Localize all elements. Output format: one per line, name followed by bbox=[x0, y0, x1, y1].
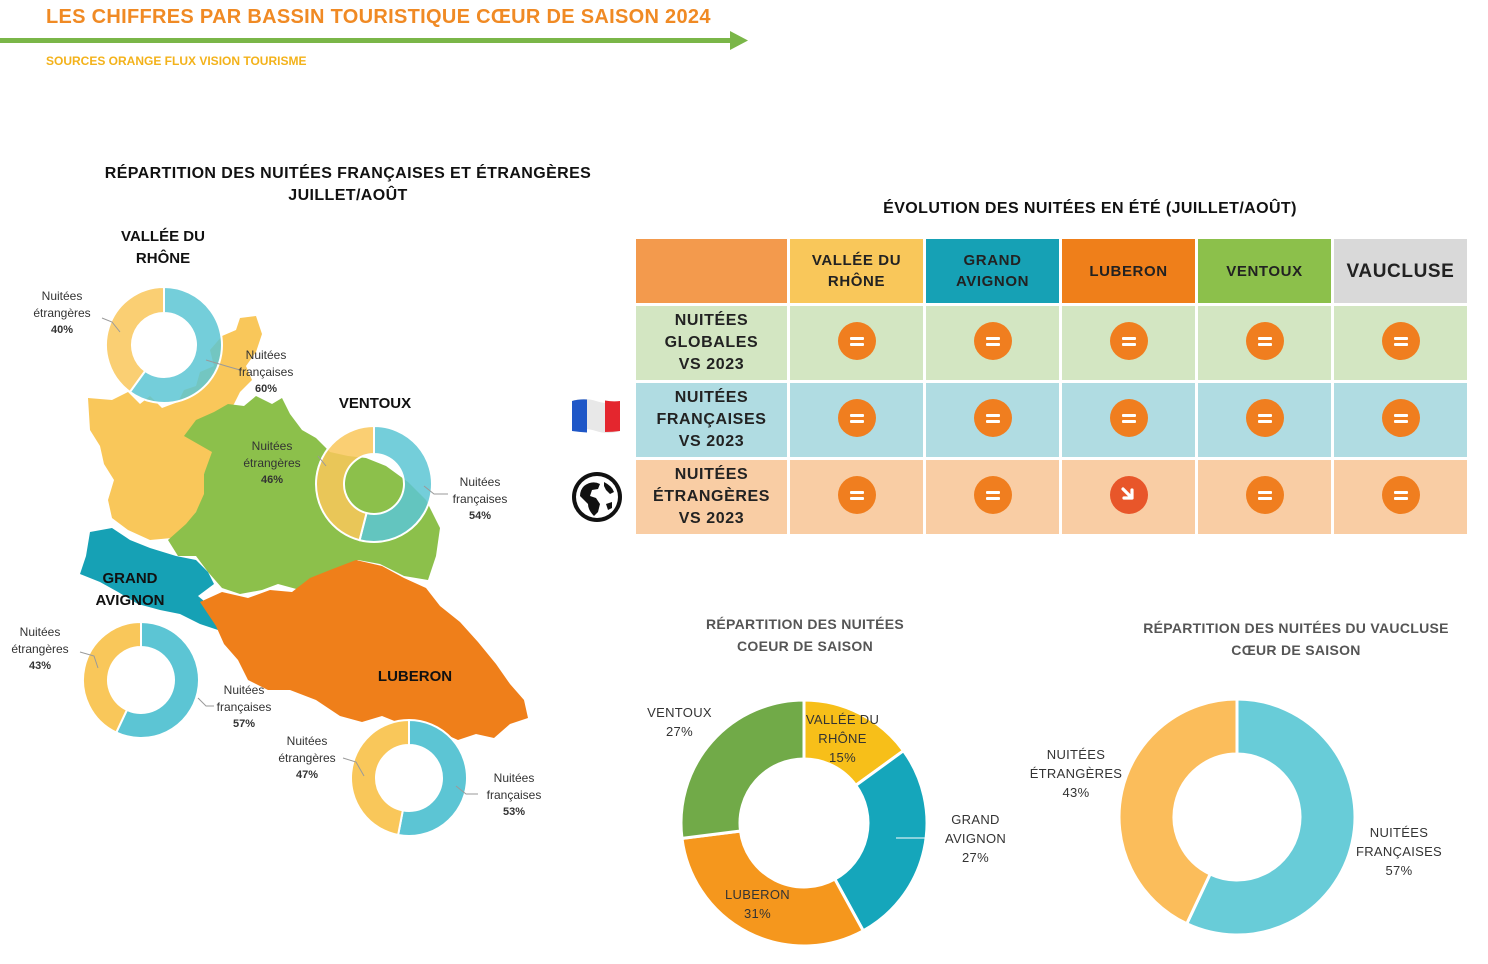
donut-slice-nuit-es-trang-res bbox=[350, 718, 410, 837]
cell-globales-avignon bbox=[926, 306, 1059, 380]
equal-icon[interactable] bbox=[837, 398, 876, 437]
map-title-line2: JUILLET/AOÛT bbox=[288, 187, 408, 204]
map-region-luberon[interactable] bbox=[200, 560, 528, 740]
evolution-table: VALLÉE DU RHÔNE GRAND AVIGNON LUBERON VENT… bbox=[633, 236, 1470, 537]
equal-icon[interactable] bbox=[1245, 398, 1284, 437]
donut-slice-luberon bbox=[680, 829, 866, 948]
equal-icon[interactable] bbox=[1245, 475, 1284, 514]
cell-francaises-ventoux bbox=[1198, 383, 1331, 457]
saison-label-luberon: LUBERON 31% bbox=[725, 887, 790, 921]
donut-slice-nuit-es-trang-res bbox=[105, 285, 165, 394]
vaucluse-label-francaises: NUITÉES FRANÇAISES 57% bbox=[1355, 825, 1443, 878]
saison-donut-chart bbox=[679, 698, 929, 948]
map-region-grand-avignon[interactable] bbox=[80, 528, 260, 632]
equal-icon[interactable] bbox=[1381, 321, 1420, 360]
title-underline-arrow bbox=[0, 31, 748, 50]
equal-icon[interactable] bbox=[973, 475, 1012, 514]
equal-icon[interactable] bbox=[1109, 398, 1148, 437]
region-name-grand-avignon: GRAND AVIGNON bbox=[95, 570, 165, 609]
vaucluse-chart-title: RÉPARTITION DES NUITÉES DU VAUCLUSE CŒUR … bbox=[1143, 620, 1449, 658]
cell-globales-vaucluse bbox=[1334, 306, 1467, 380]
vallee-etrangeres-label: Nuitées étrangères 40% bbox=[33, 289, 91, 336]
cell-globales-vallee bbox=[790, 306, 923, 380]
donut-slice-grand-avignon bbox=[832, 748, 929, 933]
saison-label-avignon: GRAND AVIGNON 27% bbox=[944, 812, 1007, 865]
cell-etrangeres-luberon bbox=[1062, 460, 1195, 534]
equal-icon[interactable] bbox=[973, 398, 1012, 437]
equal-icon[interactable] bbox=[1109, 321, 1148, 360]
donut-slice-ventoux bbox=[679, 698, 806, 841]
column-header-avignon: GRAND AVIGNON bbox=[926, 239, 1059, 303]
cell-etrangeres-avignon bbox=[926, 460, 1059, 534]
equal-icon[interactable] bbox=[1381, 398, 1420, 437]
donut-slice-nuit-es-fran-aises bbox=[114, 620, 200, 739]
cell-francaises-avignon bbox=[926, 383, 1059, 457]
luberon-francaises-label: Nuitées françaises 53% bbox=[486, 771, 542, 818]
vaucluse-label-etrangeres: NUITÉES ÉTRANGÈRES 43% bbox=[1029, 747, 1123, 800]
cell-francaises-vallee bbox=[790, 383, 923, 457]
avignon-francaises-label: Nuitées françaises 57% bbox=[216, 683, 272, 730]
equal-icon[interactable] bbox=[1245, 321, 1284, 360]
leader-lines bbox=[79, 317, 478, 795]
donut-slice-nuit-es-trang-res bbox=[1117, 697, 1239, 926]
column-header-vallee: VALLÉE DU RHÔNE bbox=[790, 239, 923, 303]
equal-icon[interactable] bbox=[973, 321, 1012, 360]
french-flag-icon bbox=[572, 399, 620, 433]
saison-label-vallee: VALLÉE DU RHÔNE 15% bbox=[805, 712, 880, 765]
donut-chart-vallee-du-rhone bbox=[105, 285, 223, 404]
region-name-luberon: LUBERON bbox=[377, 668, 453, 685]
column-header-luberon: LUBERON bbox=[1062, 239, 1195, 303]
row-header-etrangeres: NUITÉES ÉTRANGÈRES VS 2023 bbox=[636, 460, 787, 534]
cell-etrangeres-vallee bbox=[790, 460, 923, 534]
region-name-vallee: VALLÉE DU RHÔNE bbox=[121, 228, 205, 267]
donut-slice-nuit-es-fran-aises bbox=[128, 285, 223, 404]
cell-globales-luberon bbox=[1062, 306, 1195, 380]
region-name-ventoux: VENTOUX bbox=[338, 395, 412, 412]
cell-etrangeres-vaucluse bbox=[1334, 460, 1467, 534]
map-region-ventoux[interactable] bbox=[168, 396, 440, 594]
vallee-francaises-label: Nuitées françaises 60% bbox=[238, 348, 294, 395]
donut-chart-ventoux bbox=[315, 424, 433, 543]
donut-slice-nuit-es-trang-res bbox=[82, 620, 142, 734]
row-header-francaises: NUITÉES FRANÇAISES VS 2023 bbox=[636, 383, 787, 457]
table-corner-cell bbox=[636, 239, 787, 303]
donut-slice-nuit-es-fran-aises bbox=[1184, 697, 1357, 937]
vaucluse-donut-chart bbox=[1117, 697, 1357, 937]
row-header-globales: NUITÉES GLOBALES VS 2023 bbox=[636, 306, 787, 380]
map-region-vallee-du-rhone[interactable] bbox=[88, 316, 262, 540]
donut-slice-nuit-es-fran-aises bbox=[396, 718, 468, 837]
cell-globales-ventoux bbox=[1198, 306, 1331, 380]
ventoux-francaises-label: Nuitées françaises 54% bbox=[452, 475, 508, 522]
globe-icon bbox=[572, 472, 622, 522]
column-header-ventoux: VENTOUX bbox=[1198, 239, 1331, 303]
avignon-etrangeres-label: Nuitées étrangères 43% bbox=[11, 625, 69, 672]
luberon-etrangeres-label: Nuitées étrangères 47% bbox=[278, 734, 336, 781]
cell-francaises-luberon bbox=[1062, 383, 1195, 457]
donut-chart-luberon bbox=[350, 718, 468, 837]
vaucluse-map bbox=[79, 285, 528, 837]
donut-slice-nuit-es-trang-res bbox=[315, 424, 375, 542]
donut-slice-nuit-es-fran-aises bbox=[358, 424, 433, 543]
donut-chart-grand-avignon bbox=[82, 620, 200, 739]
cell-francaises-vaucluse bbox=[1334, 383, 1467, 457]
equal-icon[interactable] bbox=[1381, 475, 1420, 514]
page-title: LES CHIFFRES PAR BASSIN TOURISTIQUE CŒUR… bbox=[46, 6, 711, 28]
column-header-vaucluse: VAUCLUSE bbox=[1334, 239, 1467, 303]
equal-icon[interactable] bbox=[837, 475, 876, 514]
map-title-line1: RÉPARTITION DES NUITÉES FRANÇAISES ET ÉT… bbox=[104, 165, 592, 182]
saison-chart-title: RÉPARTITION DES NUITÉES COEUR DE SAISON bbox=[706, 616, 904, 654]
saison-label-ventoux: VENTOUX 27% bbox=[647, 705, 712, 739]
map-section-title: RÉPARTITION DES NUITÉES FRANÇAISES ET ÉT… bbox=[80, 163, 616, 207]
equal-icon[interactable] bbox=[837, 321, 876, 360]
source-label: SOURCES ORANGE FLUX VISION TOURISME bbox=[46, 54, 307, 68]
evolution-title: ÉVOLUTION DES NUITÉES EN ÉTÉ (JUILLET/AO… bbox=[883, 200, 1297, 217]
cell-etrangeres-ventoux bbox=[1198, 460, 1331, 534]
arrow-down-right-icon[interactable] bbox=[1109, 475, 1148, 514]
ventoux-etrangeres-label: Nuitées étrangères 46% bbox=[243, 439, 301, 486]
